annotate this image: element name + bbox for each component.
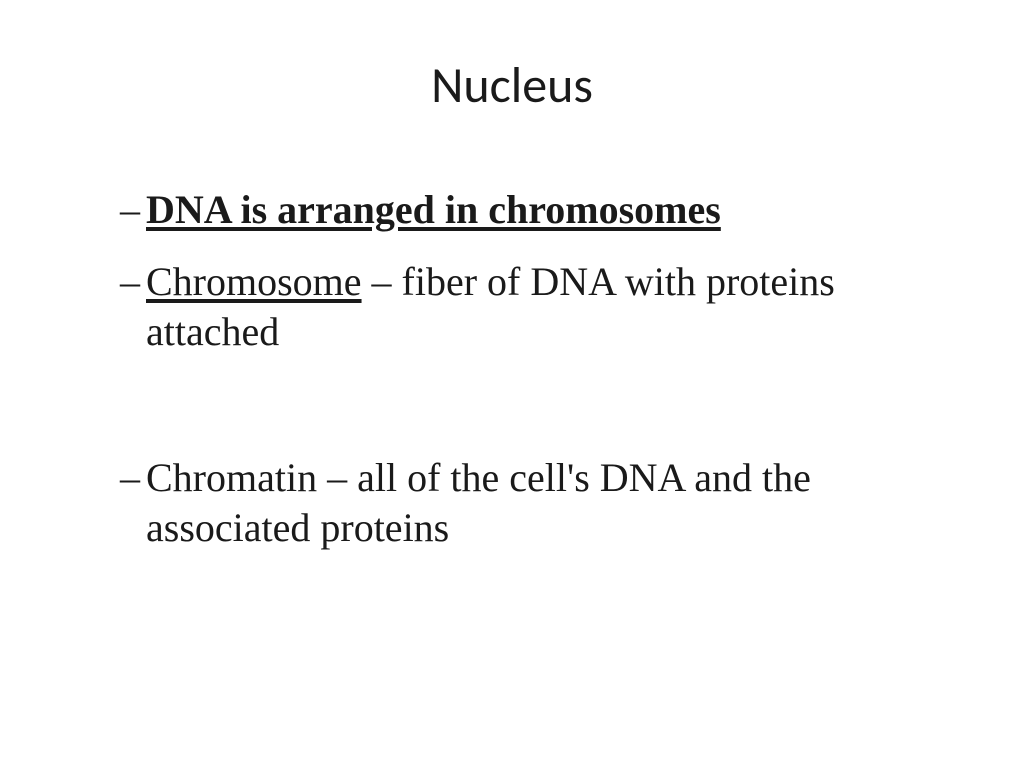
- bullet-3: – Chromatin – all of the cell's DNA and …: [120, 453, 934, 553]
- bullet-marker: –: [120, 257, 146, 307]
- bullet-1: – DNA is arranged in chromosomes: [120, 185, 934, 235]
- slide: Nucleus – DNA is arranged in chromosomes…: [0, 0, 1024, 768]
- slide-title: Nucleus: [0, 55, 1024, 116]
- bullet-2: – Chromosome – fiber of DNA with protein…: [120, 257, 934, 357]
- bullet-1-text: DNA is arranged in chromosomes: [146, 185, 934, 235]
- bullet-3-text: Chromatin – all of the cell's DNA and th…: [146, 453, 934, 553]
- spacer: [120, 235, 934, 257]
- bullet-marker: –: [120, 453, 146, 503]
- bullet-2-term: Chromosome: [146, 259, 362, 304]
- bullet-marker: –: [120, 185, 146, 235]
- spacer: [120, 357, 934, 453]
- slide-body: – DNA is arranged in chromosomes – Chrom…: [120, 185, 934, 553]
- bullet-2-text: Chromosome – fiber of DNA with proteins …: [146, 257, 934, 357]
